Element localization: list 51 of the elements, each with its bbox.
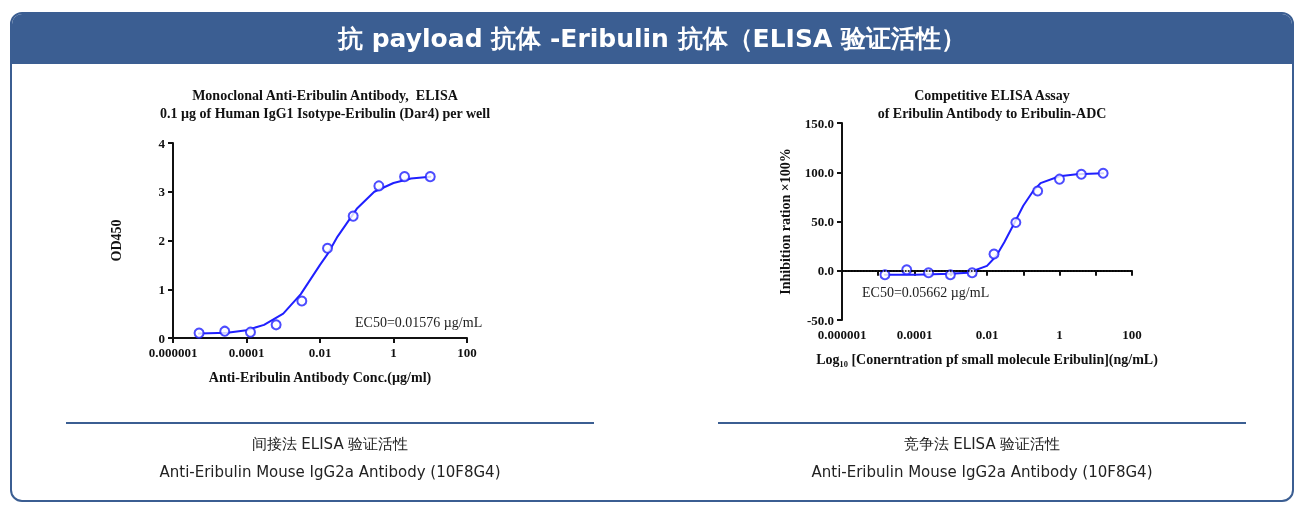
y-tick-label: 3: [158, 184, 166, 200]
x-tick-label: 100: [457, 345, 477, 360]
x-tick-label: 0.0001: [228, 345, 265, 360]
point: [1097, 167, 1109, 179]
point: [424, 171, 436, 183]
point: [322, 242, 333, 254]
chart-subtitle: 0.1 µg of Human IgG1 Isotype-Eribulin (Dar4) per well: [159, 105, 491, 122]
x-tick-label: 1: [390, 345, 397, 360]
x-tick-label: 1: [1056, 327, 1063, 342]
x-axis-title: Log₁₀ [Conerntration pf small molecule Eribulin](ng/mL): [816, 351, 1159, 368]
point: [193, 327, 205, 339]
point: [1010, 216, 1022, 228]
y-tick-label: 50.0: [811, 214, 834, 229]
x-tick-label: 0.000001: [817, 327, 867, 342]
text: 抗 payload 抗体 -Eribulin 抗体（ELISA 验证活性）: [12, 14, 1292, 64]
chart-title: Monoclonal Anti-Eribulin Antibody, ELISA: [192, 87, 459, 103]
point: [399, 171, 411, 183]
chart-title: Competitive ELISA Assay: [914, 87, 1070, 103]
y-tick-label: -50.0: [806, 312, 834, 328]
y-tick-label: 0.0: [817, 263, 834, 279]
text: Anti-Eribulin Mouse IgG2a Antibody (10F8G4): [159, 463, 501, 481]
x-tick-label: 0.000001: [148, 345, 198, 360]
chart-subtitle: of Eribulin Antibody to Eribulin-ADC: [877, 105, 1107, 121]
point: [270, 319, 282, 331]
point: [373, 180, 385, 192]
point: [1075, 168, 1087, 180]
point: [1054, 173, 1065, 185]
y-axis-title: Inhibition ration ×100%: [777, 148, 793, 295]
y-tick-label: 4: [158, 135, 166, 151]
annotation: EC50=0.05662 µg/mL: [862, 284, 990, 300]
point: [219, 325, 231, 337]
point: [988, 248, 1000, 260]
point: [347, 210, 359, 222]
y-tick-label: 150.0: [804, 115, 834, 131]
y-tick-label: 0: [158, 330, 165, 346]
point: [244, 326, 256, 338]
text: 间接法 ELISA 验证活性: [251, 435, 409, 453]
x-tick-label: 0.01: [308, 345, 332, 360]
point: [1032, 185, 1044, 197]
y-tick-label: 2: [158, 233, 165, 248]
y-tick-label: 1: [158, 281, 165, 297]
y-tick-label: 100.0: [804, 164, 834, 180]
x-tick-label: 100: [1122, 327, 1142, 342]
x-axis-title: Anti-Eribulin Antibody Conc.(µg/ml): [208, 369, 432, 386]
text: 竞争法 ELISA 验证活性: [903, 435, 1061, 453]
annotation: EC50=0.01576 µg/mL: [355, 314, 483, 330]
y-axis-title: OD450: [108, 219, 124, 262]
point: [296, 295, 308, 307]
text: Anti-Eribulin Mouse IgG2a Antibody (10F8G4): [811, 463, 1153, 481]
x-tick-label: 0.01: [975, 327, 999, 342]
x-tick-label: 0.0001: [896, 327, 933, 342]
